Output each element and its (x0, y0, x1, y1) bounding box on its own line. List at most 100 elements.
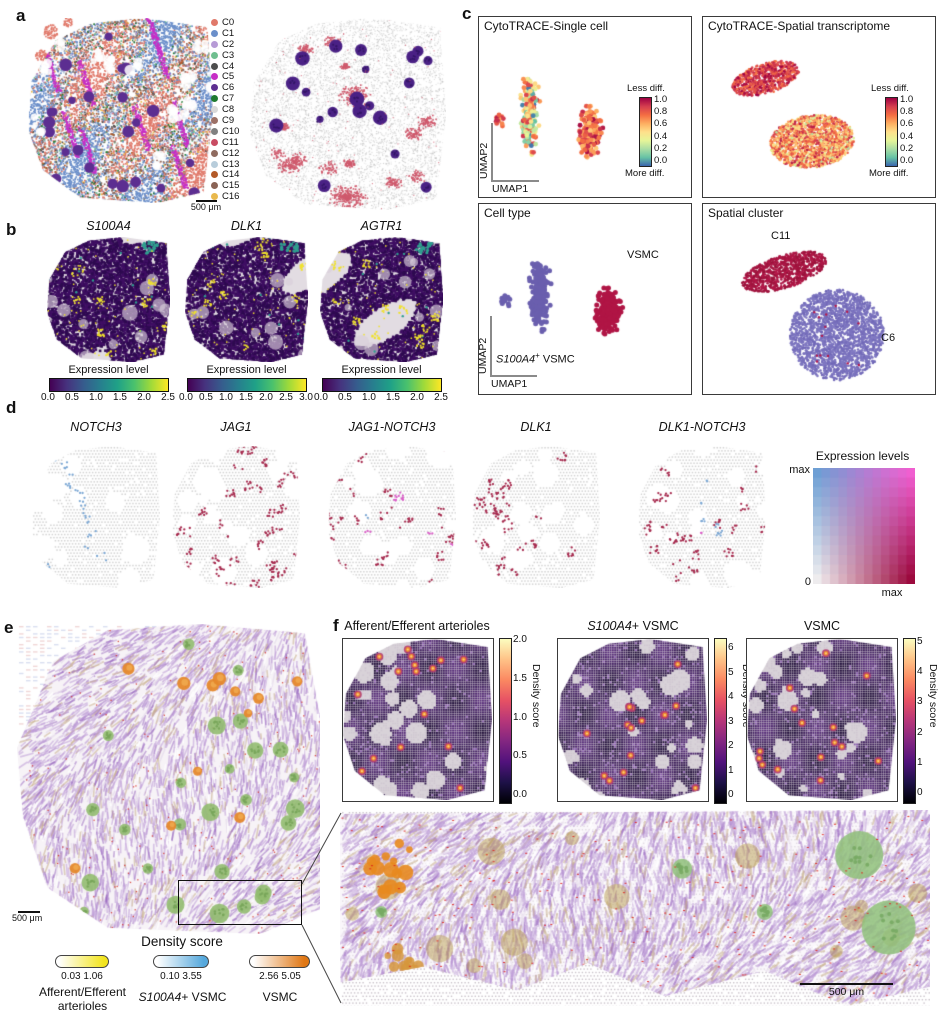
pill-ticks: 0.10 3.55 (160, 971, 202, 982)
cluster-label: C5 (222, 71, 235, 83)
pill-ticks: 0.03 1.06 (61, 971, 103, 982)
gene-title: JAG1-NOTCH3 (348, 420, 436, 434)
umap1-axis-label: UMAP1 (492, 183, 529, 195)
cluster-color-dot (211, 84, 218, 92)
tick: 1.0 (362, 392, 376, 403)
jag1-dot-map (172, 446, 300, 588)
tick: 2.5 (161, 392, 175, 403)
legend-item: C7 (211, 93, 239, 104)
density-score-label: Density score (530, 664, 542, 728)
highlight-spatial-map (250, 18, 446, 210)
viridis-colorbar (49, 378, 169, 392)
vsmc-cluster-label: VSMC (627, 249, 659, 261)
cluster-color-dot (211, 138, 218, 146)
zoomed-histology-inset (340, 810, 930, 1006)
cluster-label: C1 (222, 27, 235, 39)
tick: 1.0 (513, 711, 527, 723)
cluster-label: C0 (222, 16, 235, 28)
legend-item: C15 (211, 180, 239, 191)
density-colorbar (903, 638, 916, 804)
tick: 1.0 (89, 392, 103, 403)
c11-cluster-label: C11 (771, 230, 791, 242)
tick: 1.0 (219, 392, 233, 403)
colorbar-ticks: 0.0 0.5 1.0 1.5 2.0 2.5 (41, 392, 175, 403)
zoom-region-rect (178, 880, 302, 925)
colorbar-ticks: 1.0 0.8 0.6 0.4 0.2 0.0 (654, 94, 667, 166)
tick: 1 (917, 756, 923, 768)
pill-label-line2: arterioles (57, 999, 108, 1013)
tick: 2.0 (259, 392, 273, 403)
cluster-color-dot (211, 40, 218, 48)
tick: 0.0 (41, 392, 55, 403)
tick: 0 (917, 786, 923, 798)
arterioles-density-box (342, 638, 494, 802)
cluster-color-dot (211, 73, 218, 81)
tick: 1.5 (113, 392, 127, 403)
box-title: Cell type (484, 206, 531, 220)
tick: 0.5 (513, 750, 527, 762)
arterioles-density-map (343, 639, 492, 800)
scalebar-label: 500 μm (828, 986, 865, 998)
expression-map-agtr1 (320, 237, 443, 362)
gene-title: S100A4 (86, 219, 131, 233)
tick: 0.0 (513, 789, 527, 800)
cytotrace-single-cell-box: CytoTRACE-Single cell UMAP2 UMAP1 Less d… (478, 16, 692, 198)
s100a4-vsmc-cluster-label: S100A4+ VSMC (496, 351, 575, 366)
cluster-label: C9 (222, 114, 235, 126)
tick: 0.5 (65, 392, 79, 403)
legend-item: C12 (211, 148, 239, 159)
cytotrace-umap-scatter (485, 35, 635, 193)
gene-title: DLK1-NOTCH3 (658, 420, 746, 434)
cluster-label: C12 (222, 147, 240, 159)
tick: 0.2 (654, 142, 668, 154)
tick: 2.5 (279, 392, 293, 403)
cluster-label: C16 (222, 191, 240, 203)
rest-part: + VSMC (631, 619, 679, 633)
cytotrace-spatial-scatter (709, 41, 881, 191)
cell-type-box: Cell type VSMC S100A4+ VSMC UMAP2 UMAP1 (477, 203, 692, 395)
scalebar-line (18, 911, 40, 913)
cluster-legend: C0 C1 C2 C3 C4 C5 C6 C7 C8 C9 C10 C11 C1… (211, 17, 239, 202)
scalebar-label: 500 μm (190, 202, 222, 212)
tick: 1.5 (239, 392, 253, 403)
density-plot-title: S100A4+ VSMC (557, 619, 709, 633)
tick: 1.0 (900, 94, 914, 105)
tick: 0 (728, 789, 734, 800)
colorbar-ticks: 2.0 1.5 1.0 0.5 0.0 (513, 634, 527, 800)
legend2d-max-right: max (881, 587, 903, 599)
umap2-axis (490, 316, 492, 376)
s100a4-vsmc-density-map (558, 639, 707, 800)
cluster-spatial-map (28, 18, 213, 203)
tick: 4 (728, 691, 734, 702)
colorbar-title: Expression level (206, 364, 287, 376)
density-score-label: Density score (927, 664, 939, 728)
tick: 3 (917, 696, 923, 708)
spatial-cluster-scatter (715, 228, 925, 390)
cluster-color-dot (211, 95, 218, 103)
tick: 0.6 (654, 118, 668, 130)
jag1-notch3-dot-map (328, 446, 456, 588)
cluster-label: C13 (222, 158, 240, 170)
colorbar-ticks: 0.0 0.5 1.0 1.5 2.0 2.5 (314, 392, 448, 403)
umap1-axis (491, 180, 539, 182)
gene-part: S100A4 (587, 619, 632, 633)
tick: 0.2 (900, 142, 914, 154)
viridis-colorbar (322, 378, 442, 392)
cell-type-umap-scatter (489, 224, 659, 366)
scalebar-line (800, 983, 893, 985)
spatial-cluster-box: Spatial cluster C11 C6 (702, 203, 936, 395)
cluster-color-dot (211, 171, 218, 179)
tick: 1.0 (654, 94, 668, 105)
rest-part: VSMC (539, 353, 575, 366)
expression-map-s100a4 (47, 237, 170, 362)
tick: 2.5 (434, 392, 448, 403)
umap2-axis-label: UMAP2 (478, 142, 490, 179)
gene-title: DLK1 (520, 420, 552, 434)
cluster-label: C15 (222, 180, 240, 192)
scalebar-line (196, 200, 217, 202)
tick: 5 (728, 666, 734, 678)
legend-item: C13 (211, 159, 239, 170)
colorbar-top-label: Less diff. (627, 83, 665, 94)
tick: 0.0 (314, 392, 328, 403)
